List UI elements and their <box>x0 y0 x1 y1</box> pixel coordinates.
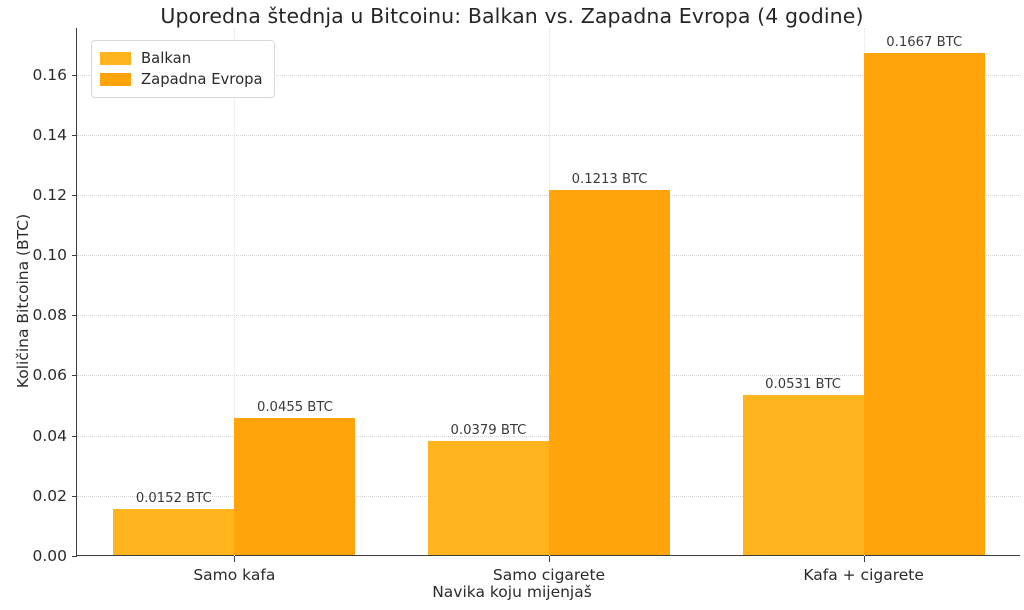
y-tick-mark <box>71 134 77 136</box>
x-tick-label: Samo kafa <box>193 566 276 584</box>
x-tick-mark <box>549 556 550 562</box>
x-tick-label: Kafa + cigarete <box>803 566 924 584</box>
y-tick-mark <box>71 495 77 497</box>
y-tick-label: 0.00 <box>32 547 67 565</box>
bar-value-label: 0.0455 BTC <box>256 400 333 416</box>
y-tick-mark <box>71 375 77 377</box>
y-tick-label: 0.02 <box>32 486 67 505</box>
bar-value-label: 0.0379 BTC <box>450 422 527 438</box>
bar[interactable] <box>863 53 985 555</box>
bar[interactable] <box>234 418 356 555</box>
y-tick-label: 0.08 <box>32 306 67 325</box>
chart-title: Uporedna štednja u Bitcoinu: Balkan vs. … <box>160 4 864 28</box>
gridline-vertical <box>234 28 236 556</box>
y-tick-mark <box>71 435 77 437</box>
y-tick-label: 0.14 <box>32 125 67 144</box>
y-tick-mark <box>71 315 77 317</box>
y-axis-label: Količina Bitcoina (BTC) <box>14 213 32 388</box>
legend-label: Balkan <box>141 50 192 67</box>
y-tick-mark <box>71 556 77 557</box>
plot-area: 0.0152 BTC 0.0455 BTC 0.0379 BTC 0.1213 BTC… <box>14 28 1021 584</box>
chart-legend: Balkan Zapadna Evropa <box>91 40 275 98</box>
legend-label: Zapadna Evropa <box>141 71 263 88</box>
bar[interactable] <box>549 190 671 555</box>
bar-value-label: 0.1667 BTC <box>886 35 963 51</box>
y-tick-label: 0.04 <box>32 426 67 445</box>
legend-item-balkan[interactable]: Balkan <box>100 48 263 69</box>
bar[interactable] <box>427 440 549 555</box>
bar-value-label: 0.0531 BTC <box>765 377 842 393</box>
bar-value-label: 0.0152 BTC <box>135 491 212 507</box>
y-tick-label: 0.16 <box>32 65 67 84</box>
y-tick-mark <box>71 194 77 196</box>
y-tick-label: 0.06 <box>32 366 67 385</box>
bar-value-label: 0.1213 BTC <box>571 172 648 188</box>
y-tick-mark <box>71 255 77 257</box>
x-tick-mark <box>234 556 236 562</box>
bar[interactable] <box>742 395 864 555</box>
legend-item-zapadna-evropa[interactable]: Zapadna Evropa <box>100 69 263 90</box>
y-tick-label: 0.12 <box>32 185 67 204</box>
legend-swatch-icon <box>100 73 131 86</box>
y-tick-mark <box>71 74 77 76</box>
x-tick-label: Samo cigarete <box>492 566 606 584</box>
legend-swatch-icon <box>100 52 131 65</box>
y-tick-label: 0.10 <box>32 246 67 265</box>
x-axis-label: Navika koju mijenjaš <box>432 583 592 601</box>
x-tick-mark <box>863 556 865 562</box>
bar[interactable] <box>113 509 235 555</box>
